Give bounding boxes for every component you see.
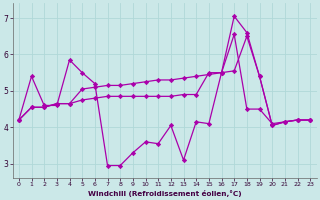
X-axis label: Windchill (Refroidissement éolien,°C): Windchill (Refroidissement éolien,°C) bbox=[88, 190, 241, 197]
